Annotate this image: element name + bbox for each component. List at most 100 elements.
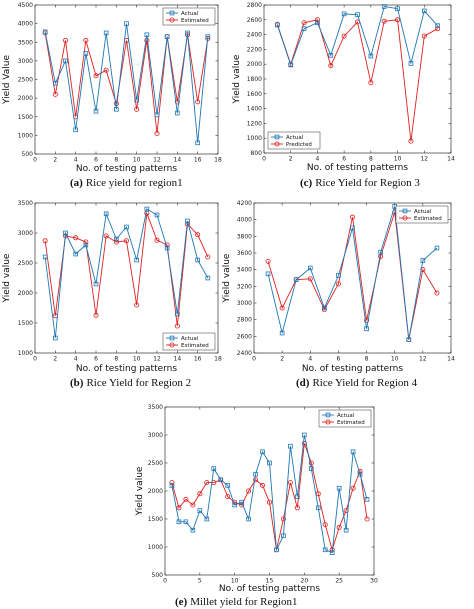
x-tick-label: 2 xyxy=(289,156,293,163)
data-point-actual xyxy=(275,22,280,28)
data-point-predicted xyxy=(341,33,347,39)
x-axis-label: No. of testing patterns xyxy=(302,364,403,374)
data-point-actual xyxy=(350,225,355,231)
y-tick-label: 2800 xyxy=(247,2,262,9)
data-point-actual xyxy=(364,497,370,502)
data-point-actual xyxy=(406,337,412,342)
data-point-estimated xyxy=(204,480,210,486)
legend-marker-actual xyxy=(402,208,408,214)
data-point-predicted xyxy=(314,17,320,23)
series-line-estimated xyxy=(171,443,368,552)
data-point-predicted xyxy=(328,63,334,69)
data-point-estimated xyxy=(205,254,211,260)
y-tick-label: 500 xyxy=(152,572,164,579)
x-tick-label: 6 xyxy=(342,156,346,163)
data-point-estimated xyxy=(253,477,259,483)
x-tick-label: 12 xyxy=(419,356,427,363)
data-point-estimated xyxy=(183,496,189,502)
data-point-estimated xyxy=(73,235,79,241)
data-point-actual xyxy=(154,112,160,118)
data-point-actual xyxy=(293,277,299,282)
x-tick-label: 10 xyxy=(391,356,399,363)
series-line-estimated xyxy=(44,32,209,134)
x-tick-label: 4 xyxy=(74,157,78,164)
data-point-actual xyxy=(381,4,387,9)
data-point-actual xyxy=(395,6,400,12)
y-tick-label: 1200 xyxy=(247,120,262,127)
x-tick-label: 18 xyxy=(214,157,222,164)
data-point-actual xyxy=(134,257,139,263)
data-point-predicted xyxy=(435,26,441,32)
x-tick-label: 12 xyxy=(153,356,161,363)
x-tick-label: 30 xyxy=(370,578,378,585)
y-tick-label: 1500 xyxy=(18,114,33,121)
legend-label-actual: Actual xyxy=(181,336,199,342)
legend-marker-estimated xyxy=(402,215,408,221)
legend-marker-actual xyxy=(169,335,175,341)
data-point-actual xyxy=(169,483,175,488)
data-point-estimated xyxy=(420,267,426,273)
x-tick-label: 14 xyxy=(447,156,455,163)
chart-e: 0 5 10 15 20 25 30 500 1000 1500 2000 2500 3000 3500 N… xyxy=(135,404,378,608)
y-tick-label: 3000 xyxy=(237,300,252,307)
data-point-actual xyxy=(322,547,328,553)
y-tick-label: 3500 xyxy=(148,404,163,411)
data-point-actual xyxy=(144,206,150,212)
legend-marker-predicted xyxy=(274,141,280,147)
data-point-actual xyxy=(357,471,363,477)
y-tick-label: 800 xyxy=(251,150,263,157)
data-point-actual xyxy=(408,61,414,66)
data-point-actual xyxy=(265,271,271,277)
data-point-actual xyxy=(307,265,313,271)
y-tick-label: 3600 xyxy=(237,250,252,257)
y-tick-label: 4200 xyxy=(237,200,252,207)
data-point-actual xyxy=(83,242,89,248)
legend-marker-actual xyxy=(169,10,175,16)
data-point-actual xyxy=(93,281,99,287)
data-point-predicted xyxy=(381,18,387,24)
data-point-actual xyxy=(308,466,314,471)
data-point-estimated xyxy=(308,460,314,466)
legend-label-estimated: Estimated xyxy=(181,343,209,349)
data-point-actual xyxy=(368,53,374,59)
data-point-actual xyxy=(267,460,272,466)
data-point-estimated xyxy=(364,516,370,522)
x-tick-label: 0 xyxy=(33,157,37,164)
data-point-estimated xyxy=(103,67,109,73)
data-point-estimated xyxy=(154,237,160,243)
data-point-actual xyxy=(420,258,426,263)
data-point-actual xyxy=(185,218,190,224)
data-point-actual xyxy=(134,97,139,103)
y-axis-label: Yield value xyxy=(2,253,12,303)
legend-label-estimated: Estimated xyxy=(414,216,442,222)
y-tick-label: 1000 xyxy=(148,544,163,551)
series-line-estimated xyxy=(44,213,209,327)
x-tick-label: 10 xyxy=(133,356,141,363)
x-tick-label: 2 xyxy=(280,356,284,363)
data-point-actual xyxy=(103,211,109,217)
x-tick-label: 16 xyxy=(194,157,202,164)
data-point-actual xyxy=(302,432,307,438)
x-tick-label: 4 xyxy=(316,156,320,163)
series-line-actual xyxy=(267,206,438,340)
legend-box xyxy=(162,332,216,351)
data-point-actual xyxy=(211,466,217,471)
data-point-actual xyxy=(434,245,440,251)
x-tick-label: 8 xyxy=(369,156,373,163)
data-point-actual xyxy=(204,516,210,522)
chart-a: 0 2 4 6 8 10 12 14 16 18 500 1000 1500 2000 2500 3000 35… xyxy=(2,2,222,189)
data-point-predicted xyxy=(421,33,427,39)
x-tick-label: 0 xyxy=(262,156,266,163)
data-point-estimated xyxy=(294,505,300,511)
data-point-estimated xyxy=(266,499,272,505)
legend-label-actual: Actual xyxy=(286,135,304,141)
y-tick-label: 2000 xyxy=(18,290,33,297)
y-tick-label: 1600 xyxy=(247,91,262,98)
x-tick-label: 16 xyxy=(194,356,202,363)
legend-marker-estimated xyxy=(169,17,175,23)
data-point-actual xyxy=(114,236,119,242)
x-tick-label: 12 xyxy=(420,156,428,163)
data-point-actual xyxy=(288,62,294,68)
data-point-actual xyxy=(328,53,334,58)
